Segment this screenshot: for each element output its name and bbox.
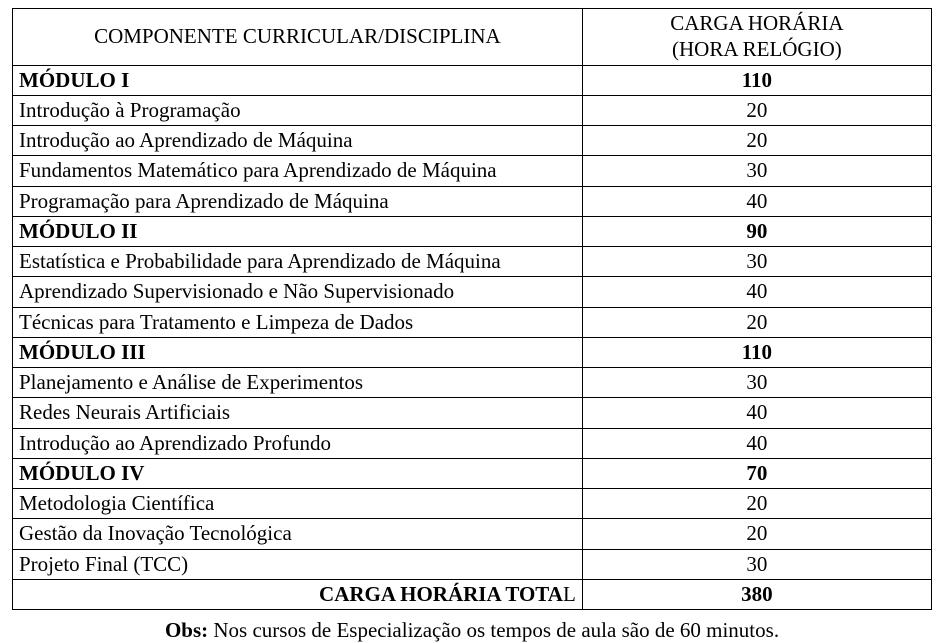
row-value: 110 [582,65,931,95]
table-header-row: COMPONENTE CURRICULAR/DISCIPLINA CARGA H… [13,9,932,66]
row-label: Introdução ao Aprendizado de Máquina [13,126,583,156]
row-value: 30 [582,368,931,398]
table-row: MÓDULO II90 [13,216,932,246]
row-label: Estatística e Probabilidade para Aprendi… [13,247,583,277]
table-row: Programação para Aprendizado de Máquina4… [13,186,932,216]
table-row: Gestão da Inovação Tecnológica20 [13,519,932,549]
row-label: Aprendizado Supervisionado e Não Supervi… [13,277,583,307]
header-componente: COMPONENTE CURRICULAR/DISCIPLINA [13,9,583,66]
total-label-bold: CARGA HORÁRIA TOTA [319,582,563,606]
row-value: 20 [582,95,931,125]
total-value: 380 [582,579,931,609]
table-row: Projeto Final (TCC)30 [13,549,932,579]
table-body: MÓDULO I110Introdução à Programação20Int… [13,65,932,610]
row-label: MÓDULO I [13,65,583,95]
row-label: Programação para Aprendizado de Máquina [13,186,583,216]
header-carga-line2: (HORA RELÓGIO) [672,37,842,61]
table-row: Introdução ao Aprendizado de Máquina20 [13,126,932,156]
row-value: 40 [582,398,931,428]
row-value: 30 [582,247,931,277]
row-label: Projeto Final (TCC) [13,549,583,579]
table-row: Planejamento e Análise de Experimentos30 [13,368,932,398]
footnote-text: Nos cursos de Especialização os tempos d… [208,618,779,642]
total-row: CARGA HORÁRIA TOTAL380 [13,579,932,609]
row-value: 90 [582,216,931,246]
row-label: Técnicas para Tratamento e Limpeza de Da… [13,307,583,337]
table-row: MÓDULO I110 [13,65,932,95]
total-label-regular: L [563,582,576,606]
row-label: Redes Neurais Artificiais [13,398,583,428]
row-label: Fundamentos Matemático para Aprendizado … [13,156,583,186]
row-label: Metodologia Científica [13,489,583,519]
footnote-label: Obs: [165,618,208,642]
table-row: Redes Neurais Artificiais40 [13,398,932,428]
row-label: Planejamento e Análise de Experimentos [13,368,583,398]
table-row: MÓDULO III110 [13,337,932,367]
row-label: MÓDULO IV [13,458,583,488]
header-carga-line1: CARGA HORÁRIA [670,11,843,35]
table-row: Introdução à Programação20 [13,95,932,125]
row-value: 20 [582,307,931,337]
row-value: 20 [582,126,931,156]
row-value: 40 [582,277,931,307]
table-row: Introdução ao Aprendizado Profundo40 [13,428,932,458]
row-label: MÓDULO II [13,216,583,246]
row-label: Gestão da Inovação Tecnológica [13,519,583,549]
table-row: Fundamentos Matemático para Aprendizado … [13,156,932,186]
row-value: 110 [582,337,931,367]
row-label: Introdução à Programação [13,95,583,125]
row-value: 20 [582,519,931,549]
row-value: 70 [582,458,931,488]
row-value: 30 [582,549,931,579]
row-label: Introdução ao Aprendizado Profundo [13,428,583,458]
header-carga-horaria: CARGA HORÁRIA (HORA RELÓGIO) [582,9,931,66]
table-row: Técnicas para Tratamento e Limpeza de Da… [13,307,932,337]
footnote: Obs: Nos cursos de Especialização os tem… [12,610,932,643]
table-row: MÓDULO IV70 [13,458,932,488]
row-value: 40 [582,186,931,216]
row-value: 20 [582,489,931,519]
table-row: Estatística e Probabilidade para Aprendi… [13,247,932,277]
row-label: MÓDULO III [13,337,583,367]
table-row: Aprendizado Supervisionado e Não Supervi… [13,277,932,307]
curriculum-table: COMPONENTE CURRICULAR/DISCIPLINA CARGA H… [12,8,932,610]
total-label: CARGA HORÁRIA TOTAL [13,579,583,609]
row-value: 30 [582,156,931,186]
row-value: 40 [582,428,931,458]
table-row: Metodologia Científica20 [13,489,932,519]
